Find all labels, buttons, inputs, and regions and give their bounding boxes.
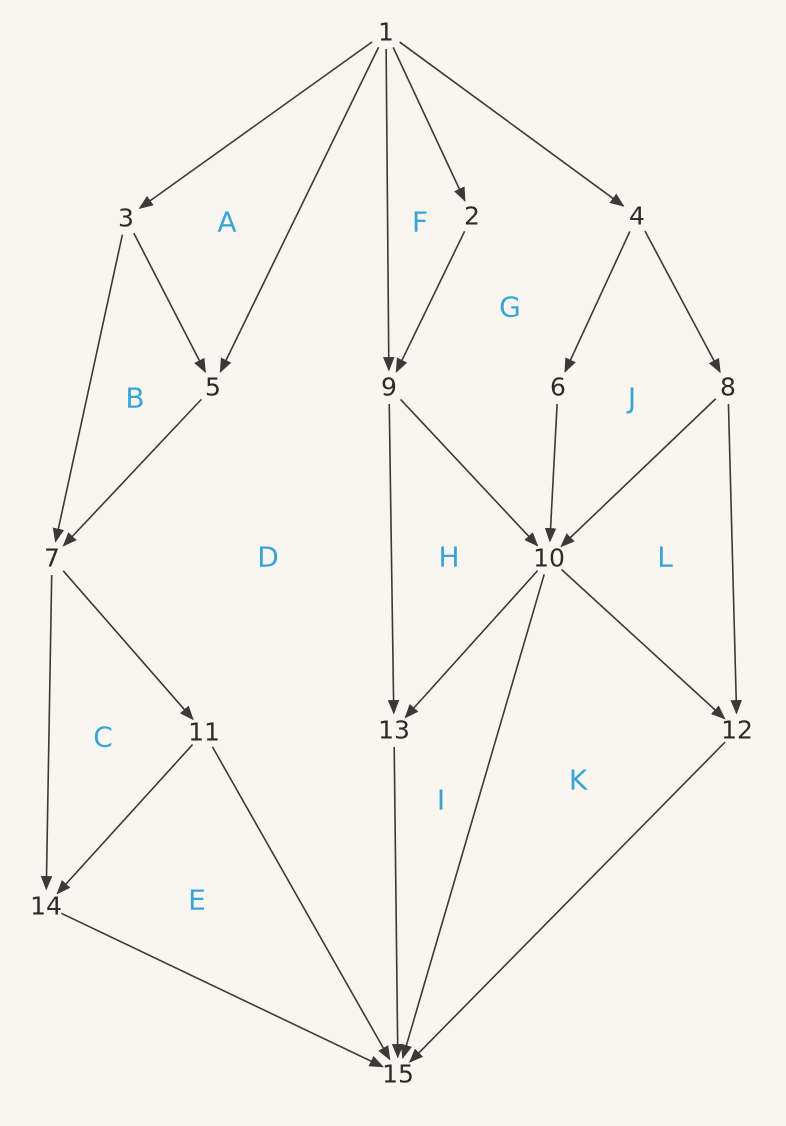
- region-label-G: G: [499, 291, 521, 324]
- edge-7-to-14: [40, 574, 53, 891]
- node-3: 3: [118, 204, 134, 233]
- region-label-I: I: [437, 784, 445, 817]
- region-label-C: C: [93, 721, 113, 754]
- node-12: 12: [721, 716, 753, 745]
- region-label-J: J: [626, 382, 636, 415]
- edge-1-to-5: [219, 46, 380, 374]
- edge-10-to-13: [404, 570, 539, 719]
- region-labels-layer: A B C D E F G H I J K L: [93, 206, 673, 917]
- edge-5-to-7: [62, 398, 202, 547]
- region-label-E: E: [188, 884, 206, 917]
- edge-8-to-12: [727, 403, 742, 715]
- region-label-L: L: [657, 541, 673, 574]
- region-label-A: A: [217, 206, 236, 239]
- node-7: 7: [44, 544, 60, 573]
- node-5: 5: [205, 373, 221, 402]
- node-8: 8: [720, 373, 736, 402]
- edge-2-to-9: [395, 230, 466, 374]
- edge-3-to-5: [133, 232, 206, 374]
- node-15: 15: [382, 1060, 414, 1089]
- edge-13-to-15: [391, 746, 404, 1059]
- region-label-K: K: [569, 764, 588, 797]
- edge-12-to-15: [408, 741, 726, 1063]
- region-label-F: F: [412, 206, 428, 239]
- edge-11-to-14: [56, 744, 194, 895]
- node-10: 10: [533, 544, 565, 573]
- node-13: 13: [378, 716, 410, 745]
- node-2: 2: [464, 202, 480, 231]
- edge-1-to-2: [392, 47, 466, 202]
- edge-10-to-12: [561, 568, 726, 720]
- edges-layer: [40, 41, 742, 1068]
- region-label-D: D: [257, 541, 279, 574]
- region-label-H: H: [438, 541, 459, 574]
- edge-6-to-10: [544, 403, 558, 543]
- node-1: 1: [378, 18, 394, 47]
- edge-11-to-15: [211, 746, 391, 1061]
- edge-14-to-15: [60, 912, 384, 1068]
- node-14: 14: [30, 892, 62, 921]
- edge-1-to-9: [382, 48, 395, 372]
- node-11: 11: [188, 718, 220, 747]
- edge-1-to-4: [399, 41, 625, 207]
- edge-4-to-6: [564, 231, 631, 373]
- edge-4-to-8: [644, 230, 721, 374]
- edge-7-to-11: [62, 570, 194, 721]
- node-4: 4: [629, 202, 645, 231]
- edge-1-to-3: [138, 41, 373, 209]
- edge-8-to-10: [560, 398, 717, 548]
- node-6: 6: [550, 373, 566, 402]
- edge-3-to-7: [52, 234, 124, 543]
- edge-9-to-10: [400, 398, 539, 547]
- node-9: 9: [381, 373, 397, 402]
- edge-9-to-13: [387, 403, 400, 715]
- edge-10-to-15: [400, 574, 545, 1060]
- region-label-B: B: [125, 382, 144, 415]
